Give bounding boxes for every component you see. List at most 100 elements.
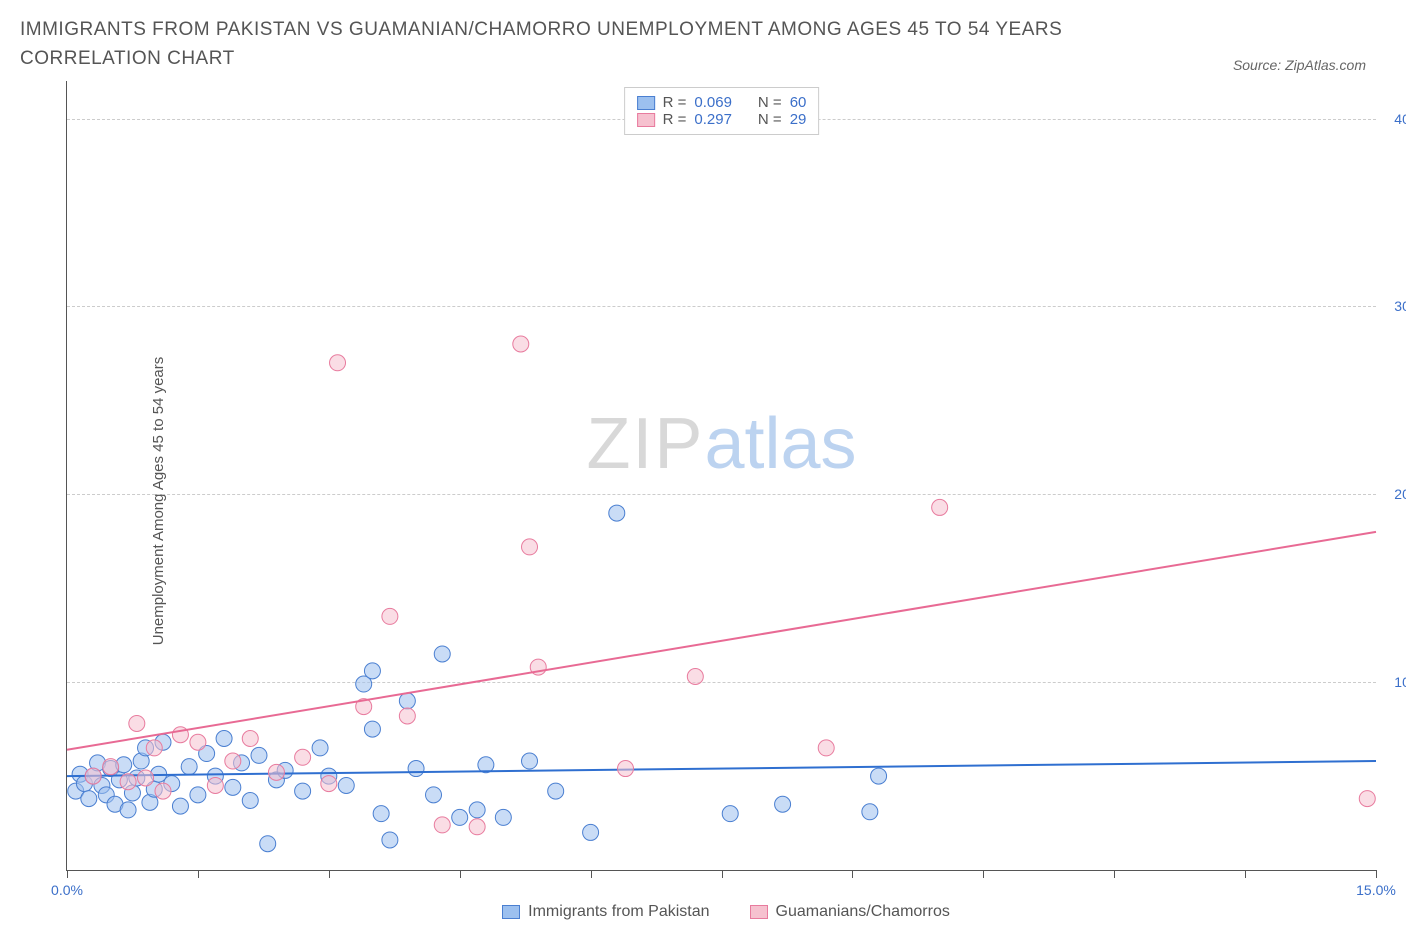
data-point bbox=[373, 806, 389, 822]
data-point bbox=[330, 355, 346, 371]
legend-r-value: 0.069 bbox=[694, 94, 732, 111]
data-point bbox=[312, 740, 328, 756]
data-point bbox=[338, 777, 354, 793]
data-point bbox=[85, 768, 101, 784]
x-tick bbox=[67, 870, 68, 878]
data-point bbox=[268, 764, 284, 780]
data-point bbox=[364, 663, 380, 679]
data-point bbox=[775, 796, 791, 812]
y-tick-label: 10.0% bbox=[1394, 674, 1406, 690]
y-tick-label: 30.0% bbox=[1394, 298, 1406, 314]
data-point bbox=[216, 731, 232, 747]
data-point bbox=[722, 806, 738, 822]
data-point bbox=[583, 824, 599, 840]
data-point bbox=[382, 608, 398, 624]
data-point bbox=[120, 802, 136, 818]
x-tick bbox=[591, 870, 592, 878]
y-tick-label: 40.0% bbox=[1394, 111, 1406, 127]
data-point bbox=[155, 783, 171, 799]
x-tick bbox=[460, 870, 461, 878]
data-point bbox=[1359, 791, 1375, 807]
legend-r-label: R = bbox=[663, 111, 687, 128]
plot-svg bbox=[67, 81, 1376, 870]
data-point bbox=[138, 770, 154, 786]
data-point bbox=[225, 753, 241, 769]
data-point bbox=[382, 832, 398, 848]
data-point bbox=[321, 776, 337, 792]
legend-n-value: 60 bbox=[790, 94, 807, 111]
data-point bbox=[434, 817, 450, 833]
chart-container: Unemployment Among Ages 45 to 54 years R… bbox=[20, 81, 1386, 921]
legend-series-item: Immigrants from Pakistan bbox=[502, 903, 709, 921]
data-point bbox=[862, 804, 878, 820]
data-point bbox=[687, 669, 703, 685]
legend-swatch bbox=[637, 96, 655, 110]
plot-area: R = 0.069 N = 60 R = 0.297 N = 29 ZIPatl… bbox=[66, 81, 1376, 871]
x-tick bbox=[1114, 870, 1115, 878]
data-point bbox=[81, 791, 97, 807]
data-point bbox=[295, 783, 311, 799]
legend-series-label: Immigrants from Pakistan bbox=[528, 903, 709, 921]
data-point bbox=[513, 336, 529, 352]
data-point bbox=[871, 768, 887, 784]
data-point bbox=[399, 693, 415, 709]
x-tick bbox=[329, 870, 330, 878]
legend-n-label: N = bbox=[758, 111, 782, 128]
data-point bbox=[225, 779, 241, 795]
data-point bbox=[609, 505, 625, 521]
data-point bbox=[495, 809, 511, 825]
data-point bbox=[242, 731, 258, 747]
data-point bbox=[434, 646, 450, 662]
data-point bbox=[260, 836, 276, 852]
x-tick bbox=[852, 870, 853, 878]
data-point bbox=[452, 809, 468, 825]
source-label: Source: ZipAtlas.com bbox=[1233, 57, 1366, 73]
x-tick bbox=[1376, 870, 1377, 878]
data-point bbox=[146, 740, 162, 756]
legend-row: R = 0.069 N = 60 bbox=[637, 94, 807, 111]
y-tick-label: 20.0% bbox=[1394, 486, 1406, 502]
legend-r-label: R = bbox=[663, 94, 687, 111]
legend-swatch bbox=[750, 905, 768, 919]
x-tick bbox=[198, 870, 199, 878]
legend-swatch bbox=[637, 113, 655, 127]
data-point bbox=[207, 777, 223, 793]
legend-series: Immigrants from Pakistan Guamanians/Chamo… bbox=[66, 903, 1386, 921]
trend-line bbox=[67, 761, 1376, 776]
data-point bbox=[190, 787, 206, 803]
data-point bbox=[172, 798, 188, 814]
legend-row: R = 0.297 N = 29 bbox=[637, 111, 807, 128]
trend-line bbox=[67, 532, 1376, 750]
data-point bbox=[103, 759, 119, 775]
data-point bbox=[932, 499, 948, 515]
data-point bbox=[426, 787, 442, 803]
legend-swatch bbox=[502, 905, 520, 919]
data-point bbox=[364, 721, 380, 737]
data-point bbox=[251, 747, 267, 763]
x-tick bbox=[983, 870, 984, 878]
data-point bbox=[618, 761, 634, 777]
data-point bbox=[120, 774, 136, 790]
data-point bbox=[399, 708, 415, 724]
legend-series-label: Guamanians/Chamorros bbox=[776, 903, 950, 921]
x-tick-label: 0.0% bbox=[51, 882, 83, 898]
data-point bbox=[242, 792, 258, 808]
chart-title: IMMIGRANTS FROM PAKISTAN VS GUAMANIAN/CH… bbox=[20, 16, 1120, 73]
data-point bbox=[181, 759, 197, 775]
x-tick-label: 15.0% bbox=[1356, 882, 1396, 898]
data-point bbox=[469, 819, 485, 835]
legend-correlation: R = 0.069 N = 60 R = 0.297 N = 29 bbox=[624, 87, 820, 135]
data-point bbox=[469, 802, 485, 818]
data-point bbox=[190, 734, 206, 750]
data-point bbox=[548, 783, 564, 799]
x-tick bbox=[722, 870, 723, 878]
data-point bbox=[408, 761, 424, 777]
data-point bbox=[818, 740, 834, 756]
legend-n-label: N = bbox=[758, 94, 782, 111]
data-point bbox=[295, 749, 311, 765]
data-point bbox=[129, 715, 145, 731]
legend-r-value: 0.297 bbox=[694, 111, 732, 128]
x-tick bbox=[1245, 870, 1246, 878]
legend-n-value: 29 bbox=[790, 111, 807, 128]
legend-series-item: Guamanians/Chamorros bbox=[750, 903, 950, 921]
